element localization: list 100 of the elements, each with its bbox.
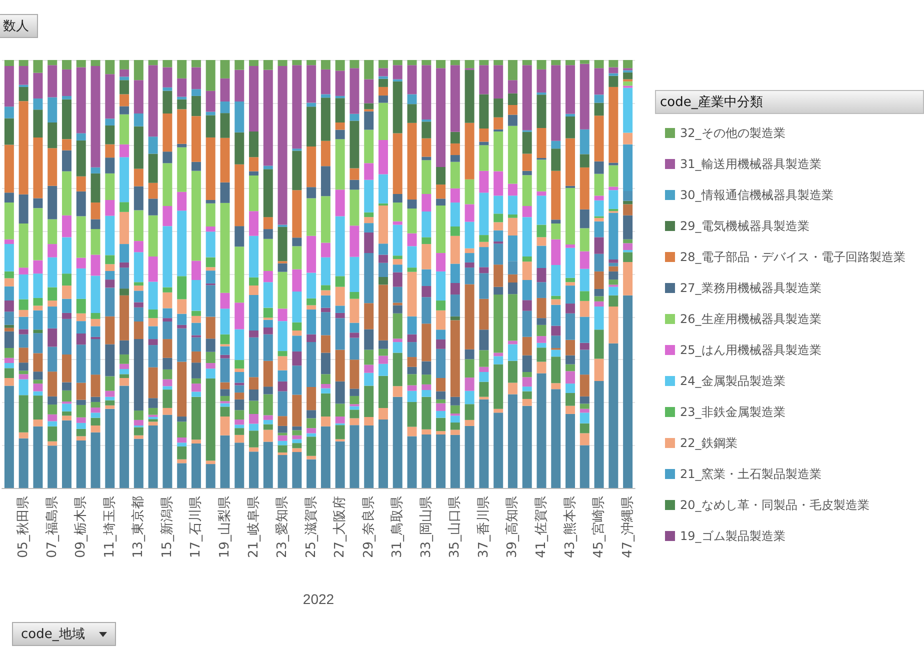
bar [306,386,316,410]
bar [278,356,288,370]
bar [320,388,330,394]
bar [249,414,259,424]
bar [350,396,360,404]
bar [306,106,316,146]
bar [249,131,259,158]
bar [4,278,14,286]
bar [18,438,28,488]
bar [278,435,288,441]
bar [234,399,244,410]
bar [306,298,316,306]
bar [105,264,115,272]
bar [306,60,316,66]
bar [90,374,100,397]
bar [292,351,302,366]
bar [191,310,201,316]
bar [378,356,388,364]
bar [249,452,259,488]
bar [551,383,561,390]
bar [335,404,345,417]
bar [105,396,115,400]
bar [162,386,172,390]
bar [608,295,618,307]
bar [364,364,374,373]
bar [48,60,58,66]
bar [48,414,58,422]
bar [148,215,158,256]
bar [450,430,460,435]
bar [350,298,360,323]
bar [494,294,504,353]
x-tick-label: 43_熊本県 [562,496,578,558]
bar [623,295,633,488]
bar [120,295,130,340]
bar [105,74,115,119]
legend-label: 23_非鉄金属製造業 [680,405,786,419]
bar [278,370,288,382]
bar [62,411,72,416]
bar [464,204,474,222]
legend-label: 22_鉄鋼業 [680,436,738,450]
bar [4,239,14,244]
bar [551,220,561,224]
bar [292,238,302,246]
bar [120,69,130,77]
bar [464,253,474,262]
bar [306,418,316,428]
bar [350,360,360,389]
bar [608,259,618,263]
bar [320,196,330,243]
bar [320,308,330,312]
bar [536,69,546,93]
bar [206,257,216,268]
bar [392,202,402,222]
bar [508,126,518,184]
bar [177,442,187,446]
bar [177,362,187,417]
bar [191,378,201,384]
bar [4,358,14,364]
bar [90,202,100,220]
bar [76,60,86,68]
bar [407,436,417,488]
bar [33,137,43,198]
bar [105,200,115,216]
bar [494,356,504,364]
bar [33,426,43,488]
bar [407,208,417,234]
bar [306,436,316,456]
bar [263,308,273,318]
bar [320,374,330,384]
bar [479,192,489,236]
bar [364,163,374,180]
bar [220,358,230,382]
bar [191,362,201,378]
bar [407,426,417,436]
bar [120,76,130,80]
bar [422,434,432,488]
bar [608,162,618,166]
bar [407,402,417,427]
bar [392,396,402,488]
bar [134,435,144,439]
bar [566,278,576,282]
bar [249,330,259,338]
bar [378,96,388,103]
bar [177,437,187,443]
bar [479,235,489,242]
bar [105,280,115,288]
bar [120,386,130,488]
bar [105,316,115,344]
bar [177,422,187,438]
bar [191,337,201,352]
bar [364,130,374,164]
bar [364,111,374,130]
bar [90,318,100,326]
bar [134,286,144,291]
bar [422,160,432,194]
bar [623,190,633,201]
bar [33,98,43,110]
bar [62,416,72,420]
bar [594,68,604,95]
legend-label: 24_金属製品製造業 [680,374,786,388]
